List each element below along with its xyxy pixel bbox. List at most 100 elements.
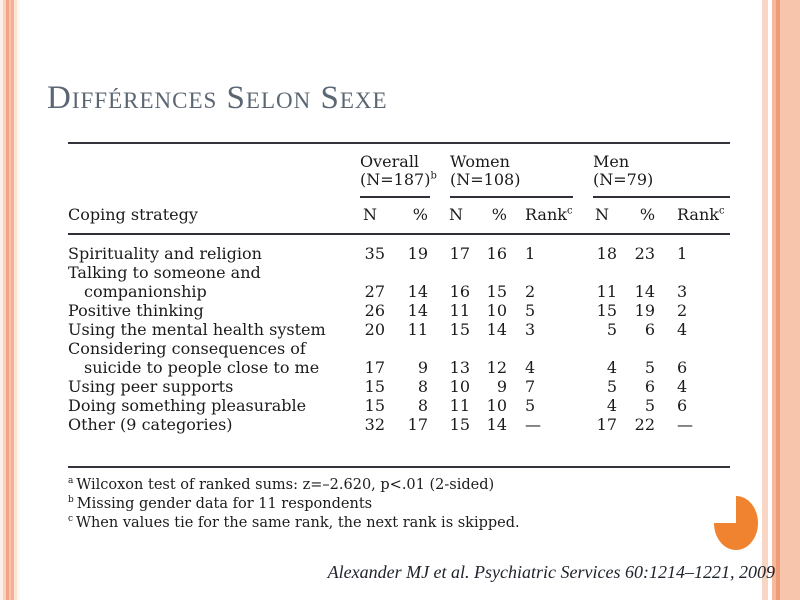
table-cell: 2: [525, 282, 536, 301]
table-row: Doing something pleasurable 15 8 11 10 5 4 5 6: [68, 396, 730, 415]
table-cell: 17: [364, 358, 385, 377]
table-cell: 19: [634, 301, 656, 320]
table-cell: 17: [449, 244, 470, 263]
table-group-header-row: Overall (N=187)b Women (N=108) Men (N=79): [68, 143, 731, 198]
table-row: Positive thinking 26 14 11 10 5 15 19 2: [68, 301, 730, 320]
table-cell: 2: [677, 301, 688, 320]
table-cell: 11: [596, 282, 618, 301]
table-cell: 6: [644, 320, 656, 339]
table-cell: 22: [634, 415, 656, 434]
table-cell: 14: [407, 301, 428, 320]
coping-strategy-table: Overall (N=187)b Women (N=108) Men (N=79) Cop…: [68, 142, 731, 533]
table-cell: 11: [407, 320, 428, 339]
footnote: b Missing gender data for 11 respondents: [68, 495, 373, 512]
table-cell: 14: [634, 282, 656, 301]
coping-strategy-cell: Using peer supports: [68, 377, 234, 396]
table-cell: 17: [596, 415, 618, 434]
coping-strategy-cell: Positive thinking: [68, 301, 204, 320]
table-column-header: Rankc: [508, 198, 577, 235]
table-cell: 12: [486, 358, 507, 377]
group-label: Women (N=108): [450, 152, 521, 189]
table-column-header: N: [360, 198, 390, 235]
table-cell: 9: [417, 358, 428, 377]
table-cell: 5: [606, 377, 618, 396]
table-column-header-row: Coping strategy N% N% Rankc N% Rankc: [68, 198, 731, 235]
table-cell: 9: [496, 377, 507, 396]
table-cell: 8: [417, 377, 428, 396]
quarter-cut-circle-icon: [714, 496, 758, 550]
table-cell: 15: [449, 415, 470, 434]
table-cell: 16: [486, 244, 507, 263]
group-label: Men (N=79): [593, 152, 654, 189]
table-cell: 10: [449, 377, 470, 396]
table-column-header: N: [430, 198, 472, 235]
table-cell: 5: [606, 320, 618, 339]
corner-column-header: Coping strategy: [68, 198, 360, 235]
table-cell: 3: [525, 320, 536, 339]
table-cell: 5: [644, 358, 656, 377]
coping-strategy-cell: Other (9 categories): [68, 415, 233, 434]
table-cell: —: [677, 415, 694, 434]
group-underline: [450, 196, 574, 198]
table-cell: 6: [644, 377, 656, 396]
table-cell: 35: [364, 244, 385, 263]
table-footnotes: a Wilcoxon test of ranked sums: z=–2.620,…: [68, 476, 730, 533]
coping-strategy-cell: Spirituality and religion: [68, 244, 262, 263]
table-cell: 15: [596, 301, 618, 320]
footnote: c When values tie for the same rank, the …: [68, 514, 520, 531]
table-cell: 16: [449, 282, 470, 301]
group-label: Overall (N=187)b: [360, 152, 437, 189]
table-row: Using peer supports 15 8 10 9 7 5 6 4: [68, 377, 730, 396]
group-underline: [593, 196, 731, 198]
table-cell: 5: [525, 396, 536, 415]
table-group-header: Women (N=108): [430, 143, 576, 198]
table-cell: 3: [677, 282, 688, 301]
table-cell: 14: [407, 282, 428, 301]
table-cell: 15: [364, 377, 385, 396]
table-cell: 32: [364, 415, 385, 434]
table-column-header: N: [576, 198, 619, 235]
table-cell: 4: [677, 377, 688, 396]
table-row: Talking to someone and companionship 27 14…: [68, 263, 730, 301]
table-cell: 1: [525, 244, 536, 263]
data-table: Overall (N=187)b Women (N=108) Men (N=79) Cop…: [68, 142, 731, 468]
table-cell: 5: [644, 396, 656, 415]
table-cell: 4: [606, 358, 618, 377]
right-stripe-band: [762, 0, 800, 600]
table-cell: 14: [486, 320, 507, 339]
table-cell: 11: [449, 301, 470, 320]
table-row: Spirituality and religion 35 19 17 16 1 18 23 1: [68, 234, 730, 263]
table-cell: 18: [596, 244, 618, 263]
table-cell: 13: [449, 358, 470, 377]
table-row: Considering consequences of suicide to p…: [68, 339, 730, 377]
coping-strategy-cell: Talking to someone and companionship: [68, 263, 261, 301]
table-cell: 14: [486, 415, 507, 434]
table-cell: 20: [364, 320, 385, 339]
group-header-spacer: [68, 143, 360, 198]
coping-strategy-cell: Using the mental health system: [68, 320, 326, 339]
left-stripe-band: [0, 0, 20, 600]
table-cell: 6: [677, 396, 688, 415]
table-column-header: %: [618, 198, 657, 235]
table-cell: 4: [525, 358, 536, 377]
table-cell: 23: [634, 244, 656, 263]
table-cell: 27: [364, 282, 385, 301]
table-cell: 26: [364, 301, 385, 320]
page-title: Différences Selon Sexe: [47, 80, 388, 116]
table-cell: 19: [407, 244, 428, 263]
table-cell: 5: [525, 301, 536, 320]
table-row: Using the mental health system 20 11 15 14 3 5…: [68, 320, 730, 339]
group-underline: [360, 196, 430, 198]
footnote: a Wilcoxon test of ranked sums: z=–2.620,…: [68, 476, 495, 493]
table-cell: 17: [407, 415, 428, 434]
table-row: Other (9 categories) 32 17 15 14 — 17 22 —: [68, 415, 730, 467]
table-cell: 15: [486, 282, 507, 301]
coping-strategy-cell: Doing something pleasurable: [68, 396, 307, 415]
table-group-header: Overall (N=187)b: [360, 143, 437, 198]
table-column-header: Rankc: [656, 198, 731, 235]
table-cell: 10: [486, 301, 507, 320]
citation: Alexander MJ et al. Psychiatric Services…: [327, 562, 775, 582]
table-column-header: %: [390, 198, 430, 235]
table-cell: 15: [364, 396, 385, 415]
